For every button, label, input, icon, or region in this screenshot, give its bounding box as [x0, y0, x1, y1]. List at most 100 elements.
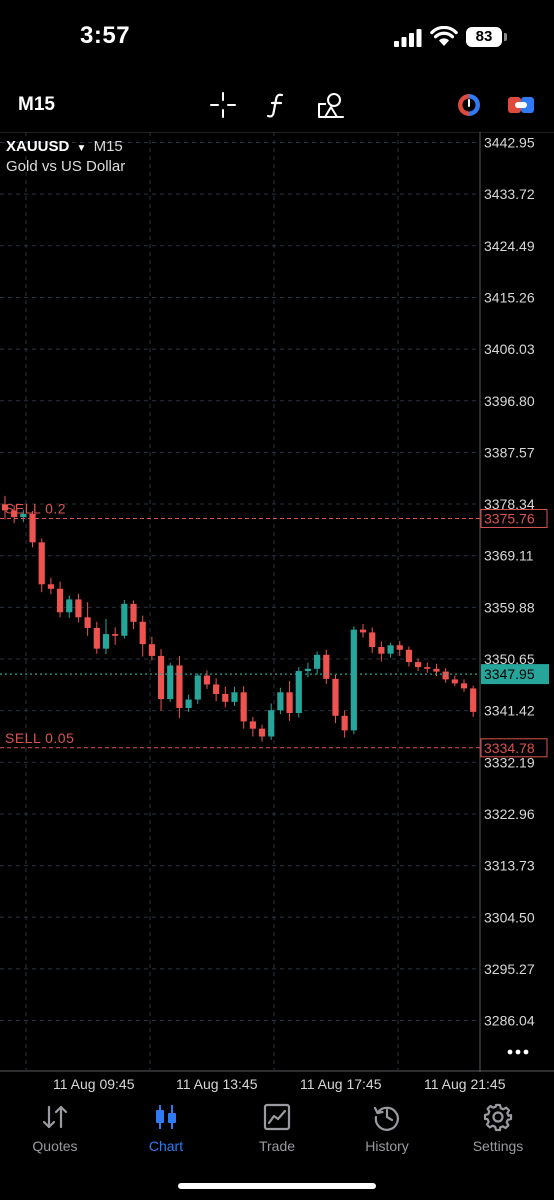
candle-body: [396, 645, 403, 650]
trade-icon: [263, 1103, 291, 1131]
symbol-dropdown-icon: ▼: [76, 143, 87, 154]
candle-body: [222, 693, 229, 702]
symbol-header[interactable]: XAUUSD ▼ M15: [6, 138, 123, 155]
candle-body: [203, 675, 211, 685]
wifi-icon: [430, 26, 458, 46]
one-click-trading-icon[interactable]: [454, 90, 484, 120]
nav-settings[interactable]: Settings: [448, 1102, 548, 1158]
candle-body: [130, 603, 137, 622]
candle-body: [185, 699, 192, 708]
candle-body: [194, 675, 201, 700]
candle-body: [75, 599, 82, 618]
candle-body: [139, 621, 146, 645]
candle-body: [29, 513, 36, 543]
candle-body: [387, 645, 394, 654]
y-tick-label: 3387.57: [484, 444, 535, 460]
nav-trade-label: Trade: [258, 1138, 296, 1154]
candle-body: [56, 588, 64, 613]
bottom-navigation: Quotes Chart Trade: [0, 1096, 554, 1200]
symbol-name: XAUUSD: [6, 138, 70, 155]
candle-body: [268, 710, 275, 737]
candle-body: [176, 665, 183, 708]
nav-chart-label: Chart: [148, 1138, 184, 1154]
nav-chart[interactable]: Chart: [116, 1102, 216, 1158]
function-icon[interactable]: [262, 90, 292, 120]
chart-icon: [156, 1105, 176, 1129]
trade-toggle-icon[interactable]: [506, 90, 536, 120]
quotes-icon: [42, 1105, 68, 1129]
y-tick-label: 3442.95: [484, 135, 535, 151]
objects-icon[interactable]: [316, 90, 346, 120]
nav-settings-label: Settings: [472, 1138, 524, 1154]
candle-body: [378, 646, 385, 654]
candle-body: [442, 671, 449, 680]
y-tick-label: 3396.80: [484, 393, 535, 409]
x-tick-label: 11 Aug 09:45: [53, 1076, 135, 1092]
battery-tip: [504, 33, 507, 41]
y-tick-label: 3433.72: [484, 186, 535, 202]
candle-body: [451, 679, 458, 684]
y-tick-label: 3350.65: [484, 651, 535, 667]
candle-body: [424, 667, 431, 669]
candle-body: [121, 603, 128, 636]
order-price-label: 3375.76: [484, 510, 535, 526]
candle-body: [231, 692, 238, 702]
candle-body: [277, 692, 284, 711]
symbol-description: Gold vs US Dollar: [6, 158, 126, 175]
order-price-tag: [480, 738, 548, 758]
candle-body: [102, 634, 110, 649]
candle-body: [286, 692, 293, 714]
candle-body: [415, 662, 422, 668]
y-tick-label: 3415.26: [484, 289, 535, 305]
y-tick-label: 3313.73: [484, 858, 535, 874]
battery-icon: 83: [466, 27, 502, 47]
chart-toolbar: M15: [0, 80, 554, 130]
nav-quotes[interactable]: Quotes: [5, 1102, 105, 1158]
candle-body: [332, 678, 339, 716]
candle-body: [84, 617, 91, 628]
y-tick-label: 3304.50: [484, 909, 535, 925]
candle-body: [148, 644, 155, 656]
crosshair-icon[interactable]: [208, 90, 238, 120]
y-tick-label: 3286.04: [484, 1013, 535, 1029]
candle-body: [38, 542, 45, 585]
order-price-label: 3334.78: [484, 740, 535, 756]
y-tick-label: 3332.19: [484, 754, 535, 770]
candle-body: [1, 504, 9, 511]
candle-body: [405, 649, 413, 663]
order-label: SELL 0.2: [5, 500, 66, 516]
candle-body: [314, 654, 321, 669]
candle-body: [323, 654, 330, 679]
candle-body: [359, 629, 367, 633]
candle-body: [20, 513, 27, 518]
candle-body: [341, 715, 348, 731]
candle-body: [369, 632, 376, 647]
candle-body: [460, 683, 468, 689]
nav-trade[interactable]: Trade: [227, 1102, 327, 1158]
timeframe-button[interactable]: M15: [18, 94, 55, 115]
price-chart[interactable]: 3442.95 3433.72 3424.49 3415.26 3406.03 3396.…: [0, 132, 554, 1092]
nav-history[interactable]: History: [337, 1102, 437, 1158]
candle-body: [249, 721, 256, 729]
candle-body: [157, 655, 165, 700]
x-tick-label: 11 Aug 13:45: [176, 1076, 258, 1092]
signal-icon: [394, 29, 422, 47]
bid-price-label: 3347.95: [484, 666, 535, 682]
y-tick-label: 3406.03: [484, 341, 535, 357]
more-options-icon[interactable]: [506, 1040, 530, 1064]
y-tick-label: 3322.96: [484, 806, 535, 822]
y-tick-label: 3424.49: [484, 238, 535, 254]
nav-history-label: History: [365, 1138, 409, 1154]
candle-body: [295, 671, 302, 714]
symbol-timeframe: M15: [93, 138, 123, 155]
candle-body: [66, 599, 73, 613]
y-tick-label: 3378.34: [484, 496, 535, 512]
y-tick-label: 3359.88: [484, 599, 535, 615]
candle-body: [112, 634, 119, 636]
candle-body: [47, 584, 54, 589]
x-tick-label: 11 Aug 17:45: [300, 1076, 382, 1092]
y-tick-label: 3341.42: [484, 703, 535, 719]
x-tick-label: 11 Aug 21:45: [424, 1076, 506, 1092]
candle-body: [433, 668, 440, 672]
candle-body: [11, 510, 18, 518]
